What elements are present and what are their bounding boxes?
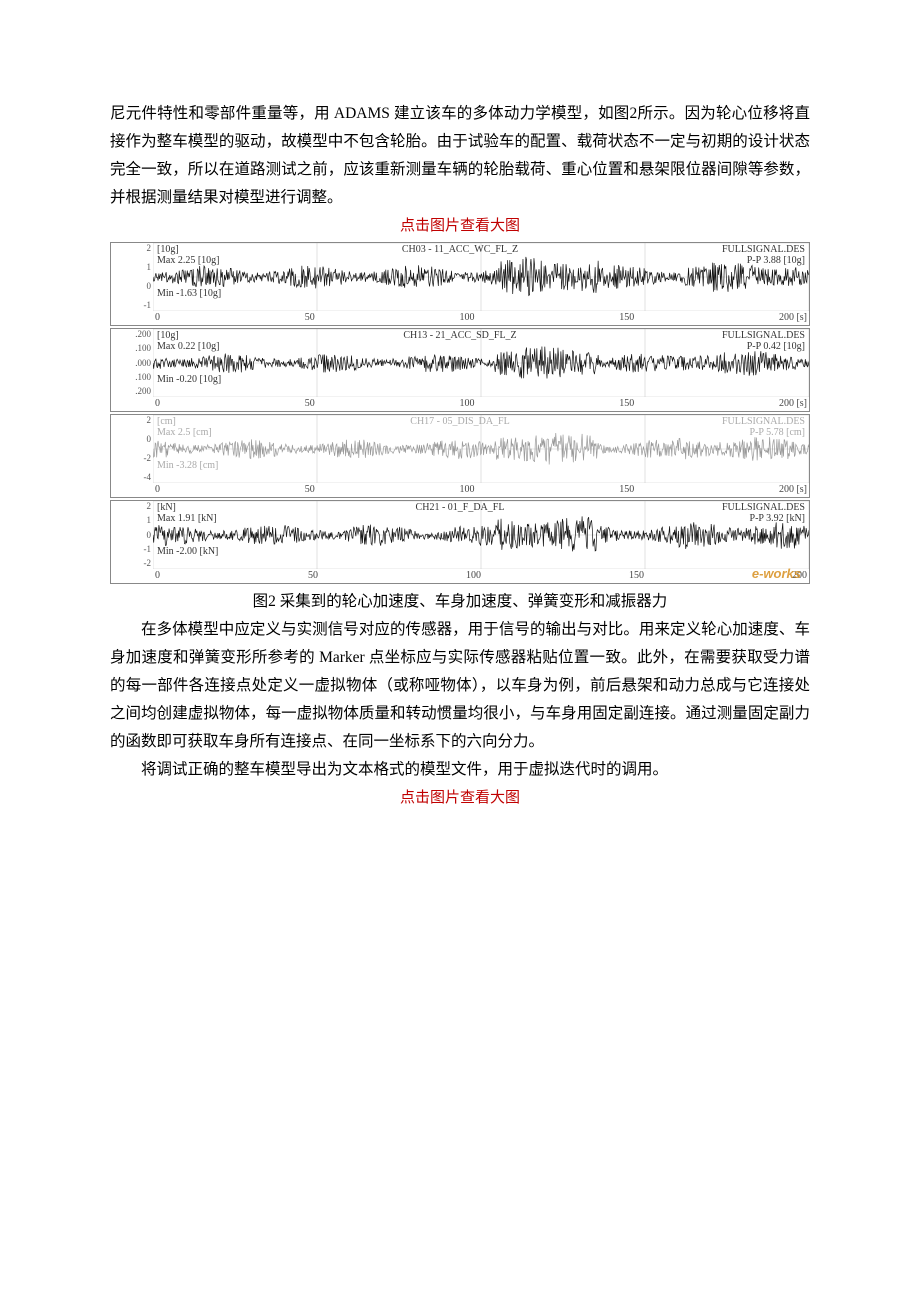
panel-title: CH17 - 05_DIS_DA_FL xyxy=(410,417,509,427)
panel-min: Min -3.28 [cm] xyxy=(157,461,218,471)
enlarge-link-2[interactable]: 点击图片查看大图 xyxy=(110,784,810,812)
panel-min: Min -1.63 [10g] xyxy=(157,289,221,299)
x-axis: 050100150200 [s] xyxy=(153,397,809,411)
enlarge-link-1[interactable]: 点击图片查看大图 xyxy=(110,212,810,240)
panel-max: Max 1.91 [kN] xyxy=(157,514,217,524)
y-axis: .200.100.000.100.200 xyxy=(111,329,153,397)
panel-min: Min -0.20 [10g] xyxy=(157,375,221,385)
panel-max: Max 2.25 [10g] xyxy=(157,256,220,266)
x-axis: 050100150200 [s] xyxy=(153,311,809,325)
panel-max: Max 2.5 [cm] xyxy=(157,428,212,438)
signal-panel-3: 210-1-2050100150200 [kN] CH21 - 01_F_DA_FL… xyxy=(110,500,810,584)
panel-title: CH03 - 11_ACC_WC_FL_Z xyxy=(402,245,518,255)
panel-unit: [kN] xyxy=(157,503,176,513)
panel-file: FULLSIGNAL.DES xyxy=(722,331,805,341)
panel-title: CH13 - 21_ACC_SD_FL_Z xyxy=(403,331,516,341)
paragraph-2: 在多体模型中应定义与实测信号对应的传感器，用于信号的输出与对比。用来定义轮心加速… xyxy=(110,616,810,756)
panel-min: Min -2.00 [kN] xyxy=(157,547,218,557)
panel-unit: [10g] xyxy=(157,331,179,341)
panel-unit: [10g] xyxy=(157,245,179,255)
signal-panel-1: .200.100.000.100.200050100150200 [s] [10g… xyxy=(110,328,810,412)
panel-title: CH21 - 01_F_DA_FL xyxy=(416,503,505,513)
panel-file: FULLSIGNAL.DES xyxy=(722,503,805,513)
panel-file: FULLSIGNAL.DES xyxy=(722,245,805,255)
x-axis: 050100150200 xyxy=(153,569,809,583)
figure-2-caption: 图2 采集到的轮心加速度、车身加速度、弹簧变形和减振器力 xyxy=(110,588,810,616)
panel-peak-to-peak: P-P 3.88 [10g] xyxy=(747,256,805,266)
panel-peak-to-peak: P-P 0.42 [10g] xyxy=(747,342,805,352)
watermark: e-works xyxy=(752,566,801,581)
panel-peak-to-peak: P-P 3.92 [kN] xyxy=(750,514,805,524)
panel-max: Max 0.22 [10g] xyxy=(157,342,220,352)
x-axis: 050100150200 [s] xyxy=(153,483,809,497)
y-axis: 210-1-2 xyxy=(111,501,153,569)
signal-panel-0: 210-1050100150200 [s] [10g] CH03 - 11_ACC_… xyxy=(110,242,810,326)
panel-file: FULLSIGNAL.DES xyxy=(722,417,805,427)
signal-panel-2: 20-2-4050100150200 [s] [cm] CH17 - 05_DIS_… xyxy=(110,414,810,498)
panel-peak-to-peak: P-P 5.78 [cm] xyxy=(750,428,805,438)
paragraph-1: 尼元件特性和零部件重量等，用 ADAMS 建立该车的多体动力学模型，如图2所示。… xyxy=(110,100,810,212)
y-axis: 20-2-4 xyxy=(111,415,153,483)
y-axis: 210-1 xyxy=(111,243,153,311)
panel-unit: [cm] xyxy=(157,417,176,427)
paragraph-3: 将调试正确的整车模型导出为文本格式的模型文件，用于虚拟迭代时的调用。 xyxy=(110,756,810,784)
figure-2-chart-stack: 210-1050100150200 [s][10g]CH03 - 11_ACC_… xyxy=(110,242,810,584)
